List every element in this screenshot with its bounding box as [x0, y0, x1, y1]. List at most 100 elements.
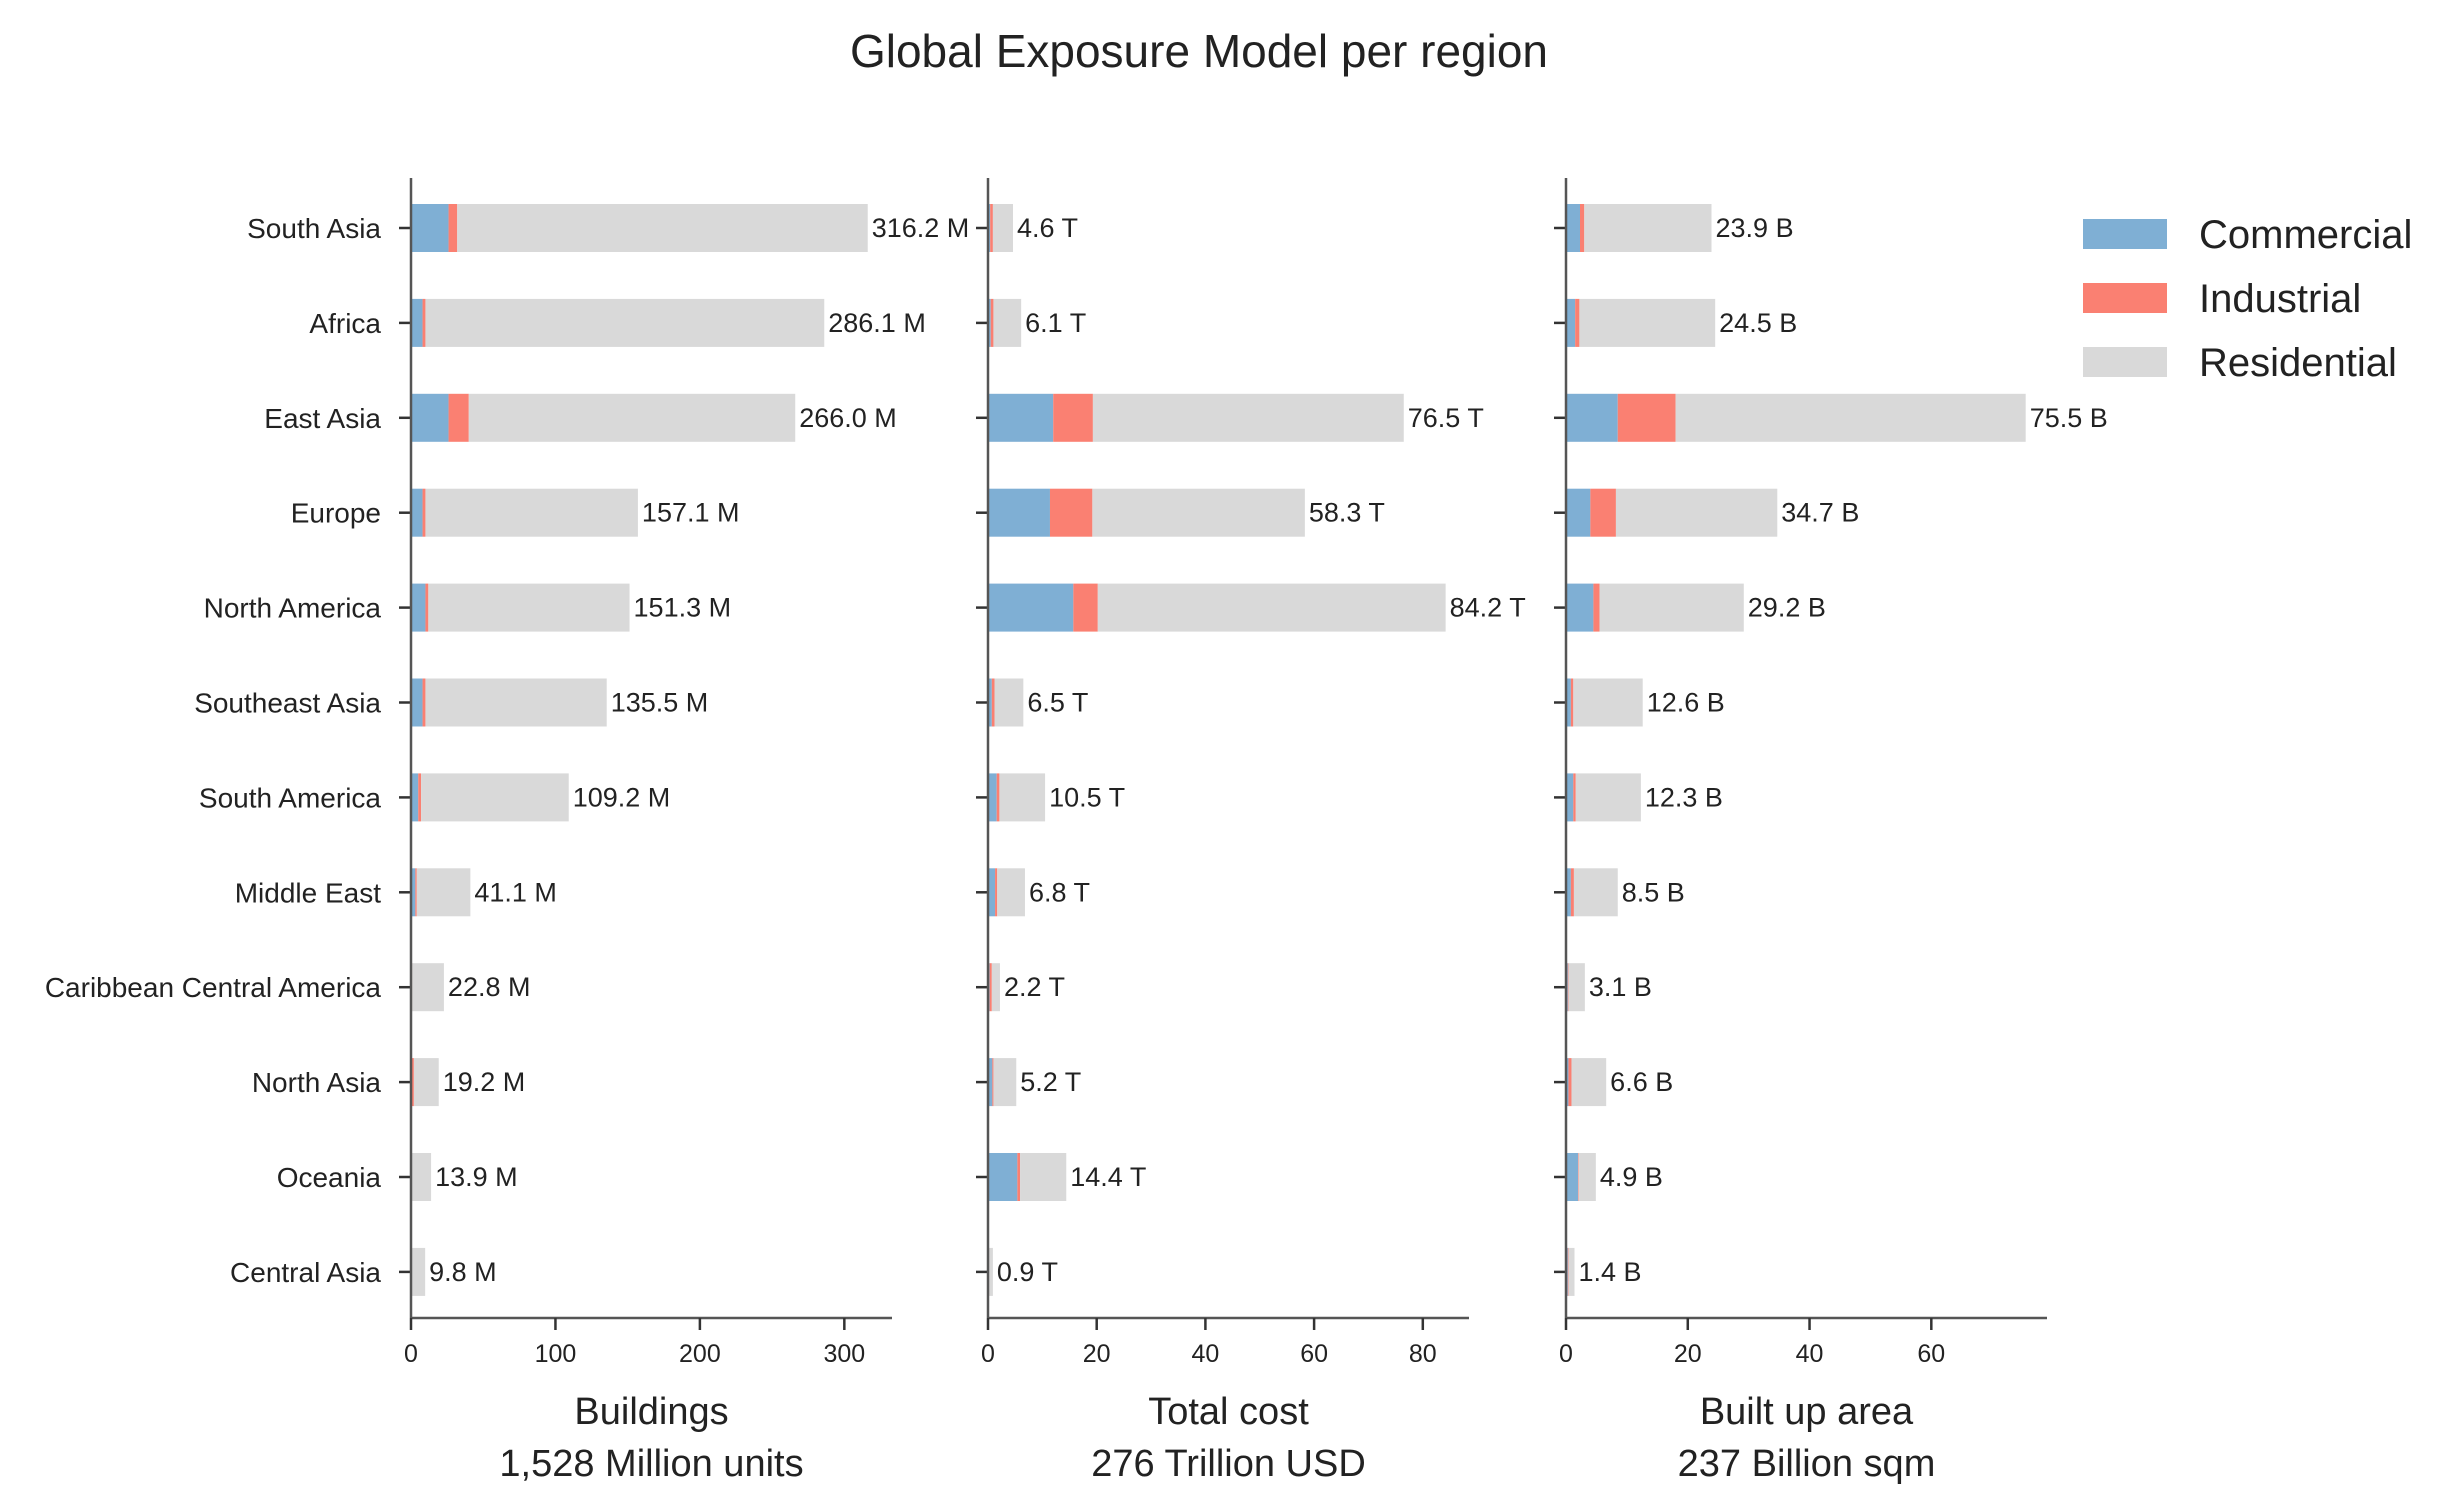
bar-residential-caribbean-central-america — [412, 963, 444, 1012]
value-label-africa: 6.1 T — [1025, 308, 1086, 338]
value-label-southeast-asia: 6.5 T — [1027, 688, 1088, 718]
x-tick-label: 0 — [404, 1340, 418, 1368]
value-label-south-america: 12.3 B — [1645, 782, 1723, 812]
value-label-europe: 157.1 M — [642, 498, 740, 528]
value-label-caribbean-central-america: 22.8 M — [448, 972, 531, 1002]
category-label-north-asia: North Asia — [252, 1067, 382, 1098]
bar-commercial-africa — [988, 298, 991, 347]
bar-industrial-africa — [990, 298, 994, 347]
legend-swatch-residential — [2083, 347, 2167, 377]
bar-commercial-north-asia — [988, 1058, 993, 1107]
bar-industrial-east-asia — [1053, 393, 1093, 442]
bar-industrial-southeast-asia — [422, 678, 426, 727]
bar-industrial-south-america — [996, 773, 1000, 822]
value-label-africa: 24.5 B — [1719, 308, 1797, 338]
bar-residential-europe — [425, 488, 638, 537]
value-label-middle-east: 6.8 T — [1029, 877, 1090, 907]
bar-residential-south-america — [1575, 773, 1641, 822]
value-label-caribbean-central-america: 3.1 B — [1589, 972, 1652, 1002]
value-label-europe: 58.3 T — [1309, 498, 1385, 528]
chart-title: Global Exposure Model per region — [850, 25, 1548, 77]
value-label-central-asia: 9.8 M — [429, 1257, 497, 1287]
x-tick-label: 200 — [679, 1340, 721, 1368]
value-label-middle-east: 41.1 M — [474, 877, 557, 907]
value-label-south-america: 10.5 T — [1049, 782, 1125, 812]
bar-industrial-africa — [422, 298, 426, 347]
bar-industrial-north-america — [425, 583, 429, 632]
x-tick-label: 0 — [981, 1340, 995, 1368]
bar-residential-middle-east — [997, 868, 1025, 917]
bar-residential-southeast-asia — [1573, 678, 1643, 727]
bar-commercial-east-asia — [1566, 393, 1618, 442]
bar-industrial-africa — [1575, 298, 1580, 347]
bar-residential-central-asia — [1568, 1247, 1575, 1296]
bar-commercial-north-america — [1566, 583, 1594, 632]
bar-residential-oceania — [1020, 1153, 1067, 1201]
bar-commercial-africa — [411, 298, 423, 347]
bar-industrial-southeast-asia — [1570, 678, 1574, 727]
value-label-north-america: 151.3 M — [634, 593, 732, 623]
value-label-central-asia: 0.9 T — [997, 1257, 1058, 1287]
bar-residential-south-america — [999, 773, 1046, 822]
category-label-oceania: Oceania — [277, 1162, 382, 1193]
value-label-south-america: 109.2 M — [573, 782, 671, 812]
value-label-oceania: 4.9 B — [1600, 1162, 1663, 1192]
bar-commercial-east-asia — [411, 393, 449, 442]
category-label-south-america: South America — [199, 782, 382, 813]
x-tick-label: 20 — [1674, 1340, 1702, 1368]
x-tick-label: 0 — [1559, 1340, 1573, 1368]
bar-industrial-south-asia — [990, 204, 993, 252]
bar-commercial-east-asia — [988, 393, 1054, 442]
bar-residential-north-america — [428, 583, 630, 632]
bar-residential-southeast-asia — [425, 678, 607, 727]
value-label-africa: 286.1 M — [828, 308, 926, 338]
x-tick-label: 300 — [823, 1340, 865, 1368]
value-label-caribbean-central-america: 2.2 T — [1004, 972, 1065, 1002]
bar-residential-north-asia — [993, 1058, 1017, 1107]
category-label-east-asia: East Asia — [264, 403, 381, 434]
category-label-north-america: North America — [204, 593, 382, 624]
bar-industrial-europe — [422, 488, 426, 537]
bar-industrial-south-asia — [448, 204, 458, 252]
value-label-north-america: 29.2 B — [1748, 593, 1826, 623]
bar-commercial-southeast-asia — [988, 678, 992, 727]
category-label-southeast-asia: Southeast Asia — [194, 688, 381, 719]
legend-swatch-commercial — [2083, 219, 2167, 249]
bar-industrial-north-asia — [992, 1058, 994, 1107]
bar-residential-middle-east — [1573, 868, 1618, 917]
bar-industrial-north-america — [1073, 583, 1098, 632]
bar-industrial-east-asia — [1617, 393, 1676, 442]
legend-label-industrial: Industrial — [2199, 277, 2361, 321]
bar-commercial-south-america — [1566, 773, 1574, 822]
bar-residential-east-asia — [468, 393, 796, 442]
value-label-southeast-asia: 12.6 B — [1647, 688, 1725, 718]
bar-commercial-africa — [1566, 298, 1576, 347]
bar-commercial-north-america — [988, 583, 1074, 632]
category-label-middle-east: Middle East — [235, 877, 382, 908]
value-label-south-asia: 23.9 B — [1716, 213, 1794, 243]
bar-industrial-oceania — [1017, 1153, 1021, 1201]
bar-residential-north-america — [1599, 583, 1744, 632]
x-tick-label: 40 — [1796, 1340, 1824, 1368]
legend-swatch-industrial — [2083, 283, 2167, 313]
bar-residential-africa — [1579, 298, 1716, 347]
value-label-east-asia: 266.0 M — [799, 403, 897, 433]
legend-label-residential: Residential — [2199, 341, 2397, 385]
bar-industrial-east-asia — [448, 393, 469, 442]
value-label-north-asia: 6.6 B — [1610, 1067, 1673, 1097]
bar-industrial-europe — [1590, 488, 1616, 537]
bar-residential-north-asia — [413, 1058, 439, 1107]
bar-commercial-southeast-asia — [411, 678, 423, 727]
x-axis-label: Total cost — [1148, 1391, 1309, 1433]
bar-residential-central-asia — [989, 1247, 993, 1296]
bar-residential-africa — [993, 298, 1022, 347]
value-label-south-asia: 4.6 T — [1017, 213, 1078, 243]
bar-residential-south-asia — [1584, 204, 1712, 252]
bar-residential-south-america — [421, 773, 569, 822]
bar-commercial-oceania — [988, 1153, 1018, 1201]
value-label-central-asia: 1.4 B — [1579, 1257, 1642, 1287]
bar-commercial-middle-east — [1566, 868, 1571, 917]
bar-residential-oceania — [412, 1153, 432, 1201]
value-label-north-america: 84.2 T — [1450, 593, 1526, 623]
panel-buildings: 316.2 M South Asia 286.1 M Africa 266.0 M Eas… — [45, 178, 969, 1485]
